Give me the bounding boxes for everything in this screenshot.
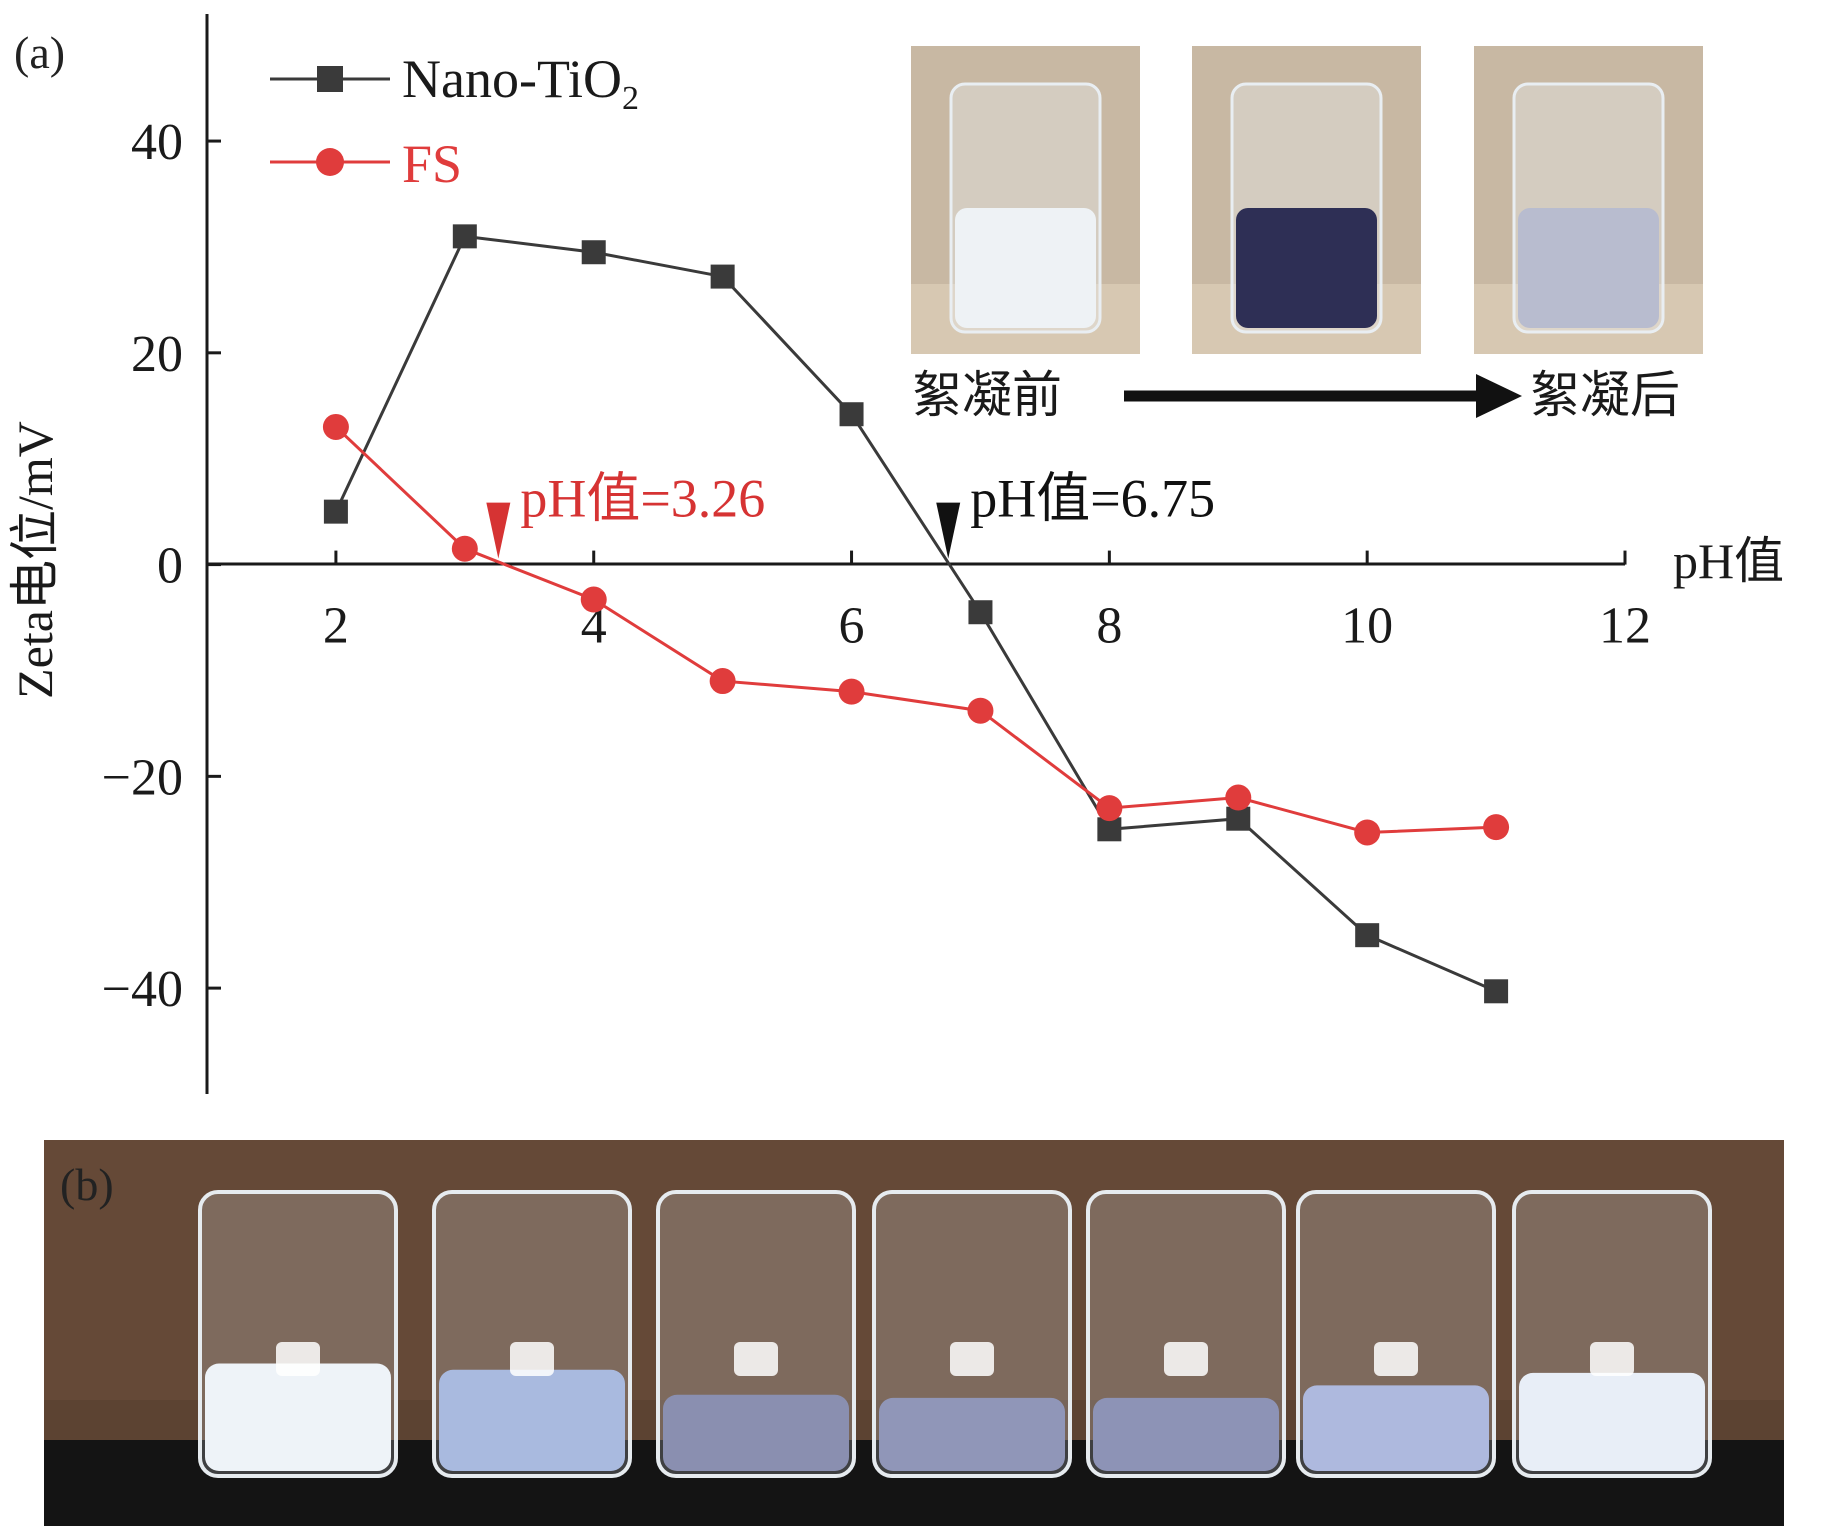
beaker-label-patch — [1590, 1342, 1634, 1376]
x-tick-label: 8 — [1096, 598, 1122, 655]
y-tick-label: 0 — [157, 538, 183, 595]
legend-label-nano-main: Nano-TiO — [402, 49, 622, 109]
x-ticks: 2 4 6 8 10 12 — [323, 550, 1651, 655]
beaker — [1086, 1190, 1286, 1478]
beaker-label-patch — [510, 1342, 554, 1376]
beaker-liquid — [205, 1363, 391, 1471]
beaker-liquid — [1519, 1372, 1705, 1471]
y-tick-label: −40 — [102, 961, 183, 1018]
inset-arrow-head — [1476, 374, 1522, 418]
series-layer — [322, 224, 1510, 1004]
inset-photo — [1474, 46, 1703, 354]
inset-photos: 絮凝前 絮凝后 — [911, 46, 1703, 423]
annotation-marker — [486, 502, 511, 559]
beaker-layer — [198, 1190, 1712, 1478]
point-nano-tio2 — [1484, 979, 1509, 1004]
beaker-label-patch — [1164, 1342, 1208, 1376]
point-fs — [1096, 795, 1123, 822]
x-tick-label: 2 — [323, 598, 349, 655]
beaker-liquid — [663, 1394, 849, 1471]
beaker — [872, 1190, 1072, 1478]
series-line-nano-tio2 — [334, 234, 1497, 993]
point-nano-tio2 — [1355, 923, 1380, 948]
y-tick-label: −20 — [102, 749, 183, 806]
point-nano-tio2 — [452, 224, 477, 249]
x-tick-label: 12 — [1599, 598, 1651, 655]
beaker-label-patch — [276, 1342, 320, 1376]
annotation-label: pH值=6.75 — [970, 469, 1215, 529]
inset-beaker-liquid — [1518, 208, 1659, 328]
beaker — [198, 1190, 398, 1478]
legend-marker-fs — [316, 148, 344, 176]
legend-marker-nano — [317, 66, 343, 92]
panel-b-label: (b) — [60, 1159, 114, 1210]
inset-before-label: 絮凝前 — [912, 367, 1062, 423]
point-fs — [967, 697, 994, 724]
legend-label-nano-sub: 2 — [622, 80, 639, 117]
beaker — [1296, 1190, 1496, 1478]
y-axis-title: Zeta电位/mV — [7, 421, 63, 699]
beaker-label-patch — [1374, 1342, 1418, 1376]
point-nano-tio2 — [1097, 817, 1122, 842]
point-nano-tio2 — [839, 402, 864, 427]
point-nano-tio2 — [710, 264, 735, 289]
point-fs — [838, 678, 865, 705]
inset-photo — [911, 46, 1140, 354]
beaker-label-patch — [734, 1342, 778, 1376]
point-nano-tio2 — [1226, 806, 1251, 831]
point-fs — [580, 586, 607, 613]
annotation-layer: pH值=3.26 pH值=6.75 — [486, 469, 1215, 559]
legend: Nano-TiO2 FS — [270, 49, 639, 194]
y-ticks: 40 20 0 −20 −40 — [102, 114, 221, 1018]
series-line-fs — [334, 425, 1497, 834]
point-fs — [1225, 784, 1252, 811]
point-fs — [1354, 819, 1381, 846]
beaker-label-patch — [950, 1342, 994, 1376]
point-nano-tio2 — [323, 499, 348, 524]
annotation-label: pH值=3.26 — [520, 469, 765, 529]
beaker — [1512, 1190, 1712, 1478]
beaker — [432, 1190, 632, 1478]
point-nano-tio2 — [581, 240, 606, 265]
y-tick-label: 20 — [131, 326, 183, 383]
beaker-liquid — [1303, 1385, 1489, 1471]
beaker-liquid — [439, 1369, 625, 1471]
legend-label-fs: FS — [402, 134, 462, 194]
inset-beaker-liquid — [955, 208, 1096, 328]
inset-after-label: 絮凝后 — [1530, 367, 1680, 423]
x-tick-label: 10 — [1341, 598, 1393, 655]
point-nano-tio2 — [968, 600, 993, 625]
beaker — [656, 1190, 856, 1478]
inset-photo-layer — [911, 46, 1703, 354]
panel-b-photo: (b) — [44, 1140, 1784, 1526]
y-tick-label: 40 — [131, 114, 183, 171]
x-axis-title: pH值 — [1673, 533, 1784, 589]
inset-photo — [1192, 46, 1421, 354]
point-fs — [451, 535, 478, 562]
beaker-liquid — [879, 1397, 1065, 1471]
inset-beaker-liquid — [1236, 208, 1377, 328]
legend-label-nano: Nano-TiO2 — [402, 49, 639, 117]
point-fs — [709, 668, 736, 695]
point-fs — [322, 413, 349, 440]
beaker-liquid — [1093, 1397, 1279, 1471]
annotation-marker — [936, 502, 961, 559]
point-fs — [1483, 814, 1510, 841]
x-tick-label: 6 — [839, 598, 865, 655]
panel-a-label: (a) — [14, 27, 65, 78]
